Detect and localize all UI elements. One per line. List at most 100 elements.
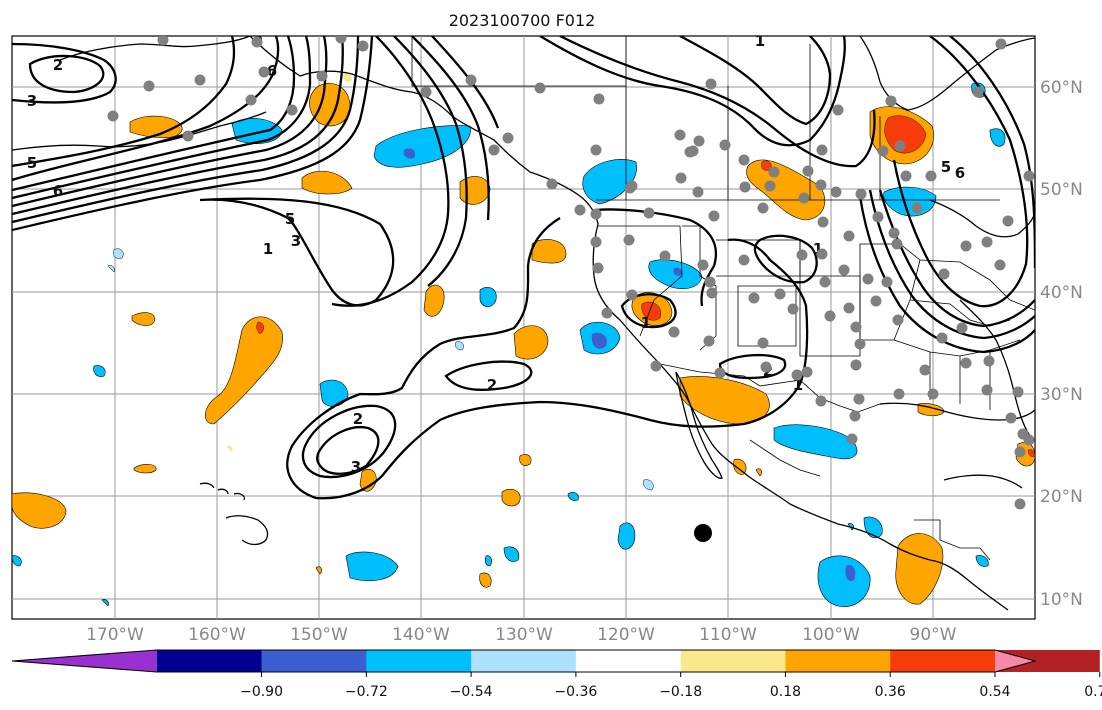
contour-labels: 2 3 5 6 6 3 5 3 1 2 2 3 1 1 2 1 1 5 6 — [27, 36, 965, 476]
station-dot — [787, 303, 799, 315]
colorbar-bin — [261, 650, 367, 672]
station-dot — [693, 135, 705, 147]
contour-label: 2 — [353, 410, 363, 428]
station-dot — [824, 310, 836, 322]
station-dot — [705, 78, 717, 90]
station-dot — [862, 273, 874, 285]
station-dot — [1005, 412, 1017, 424]
station-dot — [335, 36, 347, 44]
station-dot — [258, 66, 270, 78]
lon-label: 130°W — [495, 625, 553, 645]
station-dot — [757, 202, 769, 214]
lon-label: 110°W — [699, 625, 757, 645]
station-dot — [245, 94, 257, 106]
station-dot — [832, 104, 844, 116]
station-dot — [919, 364, 931, 376]
station-dot — [981, 384, 993, 396]
station-dot — [590, 236, 602, 248]
lon-label: 90°W — [910, 625, 957, 645]
station-dot — [774, 288, 786, 300]
station-dot — [534, 82, 546, 94]
station-dot — [816, 144, 828, 156]
station-dot — [900, 170, 912, 182]
contour-label: 3 — [27, 92, 37, 110]
station-dot — [687, 145, 699, 157]
station-dot — [590, 144, 602, 156]
colorbar-bin — [995, 650, 1100, 672]
station-dot — [738, 154, 750, 166]
lon-label: 100°W — [802, 625, 860, 645]
map-title: 2023100700 F012 — [449, 11, 596, 30]
station-dot — [1023, 170, 1035, 182]
station-dot — [854, 338, 866, 350]
station-dot — [704, 276, 716, 288]
station-dot — [546, 178, 558, 190]
station-dot — [881, 276, 893, 288]
station-dot — [815, 179, 827, 191]
contour-label: 5 — [27, 154, 37, 172]
station-dot — [817, 216, 829, 228]
station-dot — [706, 287, 718, 299]
lon-label: 150°W — [290, 625, 348, 645]
station-dot — [157, 36, 169, 46]
station-dot — [888, 227, 900, 239]
lon-label: 120°W — [597, 625, 655, 645]
contour-label: 3 — [291, 232, 301, 250]
station-dot — [593, 93, 605, 105]
station-dot — [798, 192, 810, 204]
station-dot — [816, 248, 828, 260]
map-frame: 2 3 5 6 6 3 5 3 1 2 2 3 1 1 2 1 1 5 6 — [11, 35, 1036, 620]
contour-lines — [12, 36, 1035, 500]
lon-label: 160°W — [188, 625, 246, 645]
colorbar-bin — [366, 650, 472, 672]
station-dot — [1002, 215, 1014, 227]
station-dot — [316, 70, 328, 82]
station-dot — [659, 250, 671, 262]
station-dot — [760, 361, 772, 373]
station-dot — [650, 360, 662, 372]
colorbar-tick-label: −0.90 — [240, 684, 283, 700]
station-dot — [748, 292, 760, 304]
station-dot — [891, 238, 903, 250]
station-dot — [675, 172, 687, 184]
lat-label: 20°N — [1040, 487, 1083, 507]
colorbar-bin — [680, 650, 786, 672]
station-dot — [674, 129, 686, 141]
station-dot — [692, 186, 704, 198]
colorbar-tick-label: 0.18 — [770, 684, 801, 700]
station-dot — [502, 132, 514, 144]
station-dot — [1014, 498, 1026, 510]
colorbar-tick-label: −0.54 — [450, 684, 493, 700]
colorbar-bin — [785, 650, 891, 672]
station-dot — [995, 38, 1007, 50]
colorbar-tick-label: 0.72 — [1084, 684, 1102, 700]
station-dot — [843, 302, 855, 314]
station-dot — [892, 314, 904, 326]
colorbar-tick-label: −0.36 — [554, 684, 597, 700]
station-dot — [960, 240, 972, 252]
lat-label: 30°N — [1040, 385, 1083, 405]
station-dots — [107, 36, 1035, 510]
station-dot — [251, 36, 263, 48]
colorbar-tick-label: −0.72 — [345, 684, 388, 700]
station-dot — [194, 74, 206, 86]
station-dot — [574, 204, 586, 216]
colorbar-tick-label: −0.18 — [659, 684, 702, 700]
station-dot — [1023, 434, 1035, 446]
station-dot — [972, 86, 984, 98]
station-dot — [796, 249, 808, 261]
station-dot — [668, 326, 680, 338]
station-dot — [592, 262, 604, 274]
station-dot — [819, 276, 831, 288]
colorbar-extend-high — [995, 650, 1035, 672]
station-dot — [703, 335, 715, 347]
colorbar-bin — [471, 650, 577, 672]
station-dot — [488, 144, 500, 156]
station-dot — [757, 337, 769, 349]
station-dot — [764, 180, 776, 192]
station-dot — [983, 355, 995, 367]
station-dot — [994, 259, 1006, 271]
colorbar-tick-label: 0.36 — [875, 684, 906, 700]
station-dot — [872, 211, 884, 223]
station-dot — [708, 210, 720, 222]
